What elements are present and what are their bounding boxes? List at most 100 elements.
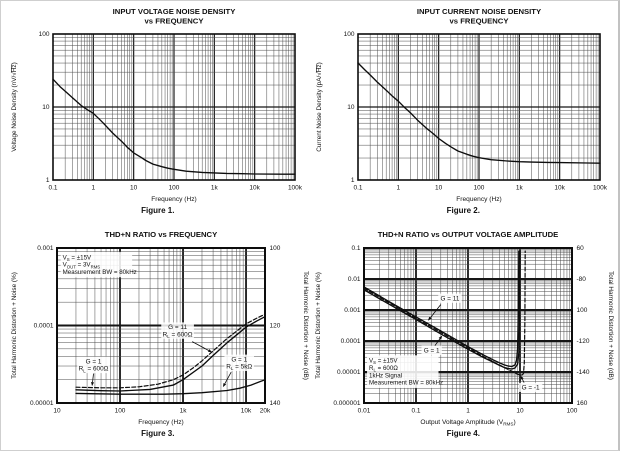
y-axis-left-ticks: 1 10 100: [344, 31, 355, 184]
x-tick-label: 1k: [211, 185, 219, 192]
label-backdrop: [421, 345, 443, 355]
label-arrow-line: [91, 373, 94, 383]
chart-title-line: THD+N RATIO vs OUTPUT VOLTAGE AMPLITUDE: [378, 230, 559, 239]
grid: [52, 34, 295, 180]
x-tick-label: 10k: [241, 408, 252, 415]
note-line: Measurement BW = 80kHz: [62, 269, 136, 276]
thd-vs-amplitude-chart: THD+N RATIO vs OUTPUT VOLTAGE AMPLITUDE V…: [315, 230, 614, 427]
y-tick-label: 0.00001: [337, 369, 361, 376]
note-line: 1kHz Signal: [369, 372, 402, 379]
y-tick-label-right: 140: [269, 400, 280, 407]
y-tick-label: 0.01: [348, 276, 361, 283]
label-line: G = 1: [85, 359, 101, 366]
y-axis-left-label: Voltage Noise Density (nV/√Hz): [10, 62, 18, 151]
chart-title-line: INPUT CURRENT NOISE DENSITY: [417, 7, 541, 16]
y-tick-label: 0.1: [352, 245, 361, 252]
curve-voltage-noise: [52, 78, 296, 175]
label-arrowhead: [520, 375, 524, 380]
label-arrow-line: [430, 304, 442, 318]
curve-label: G = 11: [428, 293, 462, 321]
note-line: RL = 600Ω: [369, 365, 398, 373]
y-tick-label: 1: [351, 177, 355, 184]
curve-label: G = 1RL = 5kΩ: [222, 354, 254, 388]
x-axis-ticks: 10 100 1k 10k 20k: [53, 408, 271, 415]
label-line: G = 11: [168, 324, 187, 331]
label-backdrop: [519, 382, 543, 392]
plot-frame: [55, 247, 266, 404]
label-arrow-line: [191, 341, 209, 351]
curves: [75, 313, 266, 395]
x-tick-label: 0.01: [358, 408, 371, 415]
curve-g-minus1: [363, 250, 527, 376]
label-backdrop: [224, 354, 254, 372]
x-axis-ticks: 0.01 0.1 1 10 100: [358, 408, 578, 415]
y-axis-left-label: Total Harmonic Distortion + Noise (%): [11, 272, 18, 379]
curves: [52, 78, 296, 175]
curve-label: G = 1: [421, 335, 443, 355]
plot-frame: [51, 33, 296, 181]
y-tick-label: 10: [42, 104, 50, 111]
x-tick-label: 0.1: [412, 408, 421, 415]
label-arrowhead: [207, 349, 212, 353]
figure-4: THD+N RATIO vs OUTPUT VOLTAGE AMPLITUDE V…: [311, 227, 617, 450]
x-tick-label: 1: [466, 408, 470, 415]
note-line: VS = ±15V: [62, 254, 91, 262]
y-tick-label: 10: [348, 104, 356, 111]
y-tick-label-right: 60: [577, 245, 585, 252]
figure-3: THD+N RATIO vs FREQUENCY VS = ±15V VOUT = …: [5, 227, 311, 450]
y-tick-label-right: 160: [577, 400, 588, 407]
curve-g1-rl600: [75, 316, 266, 392]
y-axis-right-label: Total Harmonic Distortion + Noise (dB): [302, 271, 309, 380]
y-tick-label-right: -120: [577, 338, 590, 345]
x-axis-ticks: 0.1 1 10 100 1k 10k 100k: [48, 185, 302, 192]
figure-2-caption: Figure 2.: [446, 206, 480, 215]
x-tick-label: 20k: [260, 408, 271, 415]
x-tick-label: 100: [114, 408, 125, 415]
figure-2: INPUT CURRENT NOISE DENSITY vs FREQUENCY 0…: [311, 4, 617, 227]
x-tick-label: 1: [397, 185, 401, 192]
y-tick-label: 0.000001: [334, 400, 361, 407]
figure-1: INPUT VOLTAGE NOISE DENSITY vs FREQUENCY 0…: [5, 4, 311, 227]
label-line: RL = 600Ω: [162, 331, 192, 339]
label-arrowhead: [428, 316, 432, 321]
x-axis-label: Frequency (Hz): [457, 196, 502, 203]
curve-g11: [363, 250, 520, 368]
label-line: G = -1: [522, 385, 540, 392]
label-arrowhead: [90, 381, 94, 387]
label-backdrop: [438, 293, 462, 303]
label-line: G = 1: [231, 356, 247, 363]
grid: [358, 34, 601, 180]
x-axis-label: Output Voltage Amplitude (VRMS): [421, 419, 516, 427]
x-tick-label: 1: [91, 185, 95, 192]
label-arrow-line: [224, 371, 232, 384]
y-tick-label-right: 100: [577, 307, 588, 314]
y-axis-left-label: Total Harmonic Distortion + Noise (%): [315, 272, 322, 379]
label-arrowhead: [438, 335, 443, 340]
curve-label: G = -1: [519, 375, 543, 392]
label-line: RL = 5kΩ: [226, 364, 252, 372]
x-tick-label: 10: [517, 408, 525, 415]
y-axis-right-ticks: 100 120 140: [269, 245, 280, 407]
chart-title-line: vs FREQUENCY: [144, 16, 203, 25]
note-line: VOUT = 3VRMS: [62, 262, 100, 270]
y-tick-label: 0.001: [37, 245, 54, 252]
chart-title-line: THD+N RATIO vs FREQUENCY: [105, 230, 217, 239]
label-line: RL = 600Ω: [78, 366, 108, 374]
label-arrow-line: [434, 338, 441, 347]
curves: [357, 62, 601, 164]
figure-4-caption: Figure 4.: [446, 429, 480, 438]
x-axis-label: Frequency (Hz): [151, 196, 196, 203]
y-tick-label: 100: [38, 31, 49, 38]
label-backdrop: [76, 356, 110, 374]
note-line: VS = ±15V: [369, 358, 398, 366]
y-tick-label-right: -80: [577, 276, 587, 283]
x-tick-label: 10: [130, 185, 138, 192]
y-tick-label: 0.00001: [30, 400, 54, 407]
